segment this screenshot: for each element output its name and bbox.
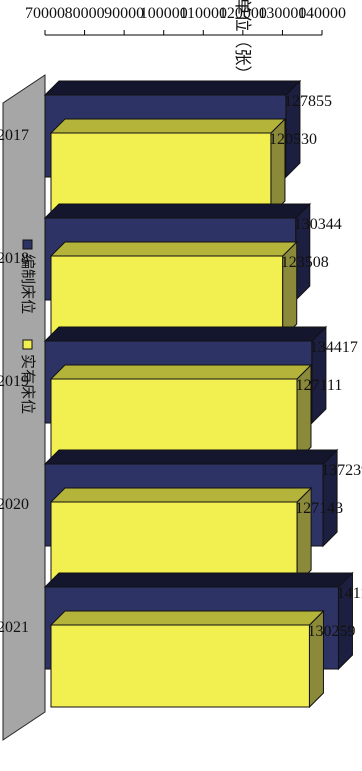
data-label-实有床位-2018: 123508 bbox=[281, 254, 329, 271]
value-axis: 70000 80000 900001000001100001200001300001… bbox=[25, 5, 346, 36]
value-tick-label-100000: 100000 bbox=[140, 5, 188, 22]
data-label-编制床位-2018: 130344 bbox=[294, 216, 342, 233]
bar-side-编制床位-2019 bbox=[43, 326, 328, 342]
data-label-编制床位-2017: 127855 bbox=[284, 93, 332, 110]
value-axis-title-text: 单位（张） bbox=[233, 0, 252, 83]
value-tick-label-130000: 130000 bbox=[258, 5, 306, 22]
category-label-2021: 2021 bbox=[0, 619, 29, 636]
value-tick-label-80000: 80000 bbox=[65, 5, 105, 22]
category-label-2019: 2019 bbox=[0, 373, 29, 390]
data-label-实有床位-2019: 127111 bbox=[296, 377, 343, 394]
bar-side-编制床位-2021 bbox=[43, 572, 354, 588]
data-labels: 127855 120530 130344 123508 134417 127111 1372… bbox=[269, 93, 362, 640]
bar-实有床位-2019 bbox=[50, 378, 298, 462]
legend-swatch-1 bbox=[22, 339, 33, 350]
value-tick-label-70000: 70000 bbox=[25, 5, 65, 22]
category-label-2017: 2017 bbox=[0, 127, 29, 144]
bar-实有床位-2020 bbox=[50, 501, 298, 585]
value-tick-label-90000: 90000 bbox=[104, 5, 144, 22]
legend-label-1: 实有床位 bbox=[19, 354, 36, 414]
data-label-编制床位-2020: 137239 bbox=[321, 462, 362, 479]
bar-side-编制床位-2017 bbox=[43, 80, 302, 96]
value-tick-label-110000: 110000 bbox=[180, 5, 227, 22]
bar-实有床位-2017 bbox=[50, 132, 272, 216]
category-axis: 2017 2018 2019 2020 2021 bbox=[0, 127, 29, 636]
bar-side-实有床位-2021 bbox=[49, 610, 325, 626]
data-label-实有床位-2021: 130259 bbox=[307, 623, 355, 640]
value-tick-label-140000: 140000 bbox=[298, 5, 346, 22]
category-label-2020: 2020 bbox=[0, 496, 29, 513]
category-label-2018: 2018 bbox=[0, 250, 29, 267]
data-label-编制床位-2019: 134417 bbox=[310, 339, 358, 356]
data-label-编制床位-2021: 141128 bbox=[337, 585, 362, 602]
bar-side-实有床位-2019 bbox=[49, 364, 313, 380]
value-axis-title: 单位（张） bbox=[233, 0, 252, 83]
legend-label-0: 编制床位 bbox=[19, 254, 36, 314]
value-tick-label-120000: 120000 bbox=[219, 5, 267, 22]
bar-side-实有床位-2020 bbox=[49, 487, 313, 503]
legend-swatch-0 bbox=[22, 239, 33, 250]
bar-side-实有床位-2017 bbox=[49, 118, 287, 134]
data-label-实有床位-2017: 120530 bbox=[269, 131, 317, 148]
bar-side-编制床位-2020 bbox=[43, 449, 339, 465]
bars bbox=[43, 79, 354, 709]
bar-实有床位-2021 bbox=[50, 624, 310, 708]
data-label-实有床位-2020: 127143 bbox=[295, 500, 343, 517]
bar-side-编制床位-2018 bbox=[43, 203, 311, 219]
bar-side-实有床位-2018 bbox=[49, 241, 298, 257]
bar-实有床位-2018 bbox=[50, 255, 284, 339]
